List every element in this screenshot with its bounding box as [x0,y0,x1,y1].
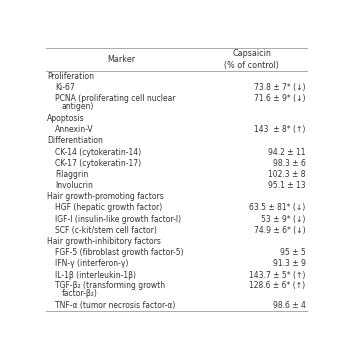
Text: 143.7 ± 5* (↑): 143.7 ± 5* (↑) [249,271,305,280]
Text: 95 ± 5: 95 ± 5 [280,248,305,257]
Text: TGF-β₂ (transforming growth: TGF-β₂ (transforming growth [55,281,165,290]
Text: Annexin-V: Annexin-V [55,125,94,134]
Text: 74.9 ± 6* (↓): 74.9 ± 6* (↓) [254,226,305,235]
Text: 91.3 ± 9: 91.3 ± 9 [273,259,305,268]
Text: Apoptosis: Apoptosis [47,114,85,123]
Text: Differentiation: Differentiation [47,136,103,145]
Text: HGF (hepatic growth factor): HGF (hepatic growth factor) [55,203,162,213]
Text: TNF-α (tumor necrosis factor-α): TNF-α (tumor necrosis factor-α) [55,301,175,310]
Text: Filaggrin: Filaggrin [55,170,88,179]
Text: 53 ± 9* (↓): 53 ± 9* (↓) [261,215,305,224]
Text: Ki-67: Ki-67 [55,83,75,92]
Text: 73.8 ± 7* (↓): 73.8 ± 7* (↓) [254,83,305,92]
Text: FGF-5 (fibroblast growth factor-5): FGF-5 (fibroblast growth factor-5) [55,248,184,257]
Text: SCF (c-kit/stem cell factor): SCF (c-kit/stem cell factor) [55,226,157,235]
Text: 63.5 ± 81* (↓): 63.5 ± 81* (↓) [249,203,305,213]
Text: Proliferation: Proliferation [47,72,94,81]
Text: IFN-γ (interferon-γ): IFN-γ (interferon-γ) [55,259,128,268]
Text: factor-β₂): factor-β₂) [62,289,98,298]
Text: CK-17 (cytokeratin-17): CK-17 (cytokeratin-17) [55,159,141,168]
Text: CK-14 (cytokeratin-14): CK-14 (cytokeratin-14) [55,148,141,156]
Text: 94.2 ± 11: 94.2 ± 11 [268,148,305,156]
Text: 71.6 ± 9* (↓): 71.6 ± 9* (↓) [254,94,305,103]
Text: 102.3 ± 8: 102.3 ± 8 [268,170,305,179]
Text: Capsaicin
(% of control): Capsaicin (% of control) [224,49,279,70]
Text: Hair growth-inhibitory factors: Hair growth-inhibitory factors [47,237,161,246]
Text: IL-1β (interleukin-1β): IL-1β (interleukin-1β) [55,271,136,280]
Text: antigen): antigen) [62,102,94,110]
Text: Involucrin: Involucrin [55,181,93,190]
Text: Marker: Marker [107,55,135,64]
Text: 143  ± 8* (↑): 143 ± 8* (↑) [254,125,305,134]
Text: PCNA (proliferating cell nuclear: PCNA (proliferating cell nuclear [55,94,176,103]
Text: 95.1 ± 13: 95.1 ± 13 [268,181,305,190]
Text: Hair growth-promoting factors: Hair growth-promoting factors [47,192,164,201]
Text: 128.6 ± 6* (↑): 128.6 ± 6* (↑) [249,281,305,290]
Text: 98.3 ± 6: 98.3 ± 6 [273,159,305,168]
Text: IGF-I (insulin-like growth factor-I): IGF-I (insulin-like growth factor-I) [55,215,181,224]
Text: 98.6 ± 4: 98.6 ± 4 [273,301,305,310]
